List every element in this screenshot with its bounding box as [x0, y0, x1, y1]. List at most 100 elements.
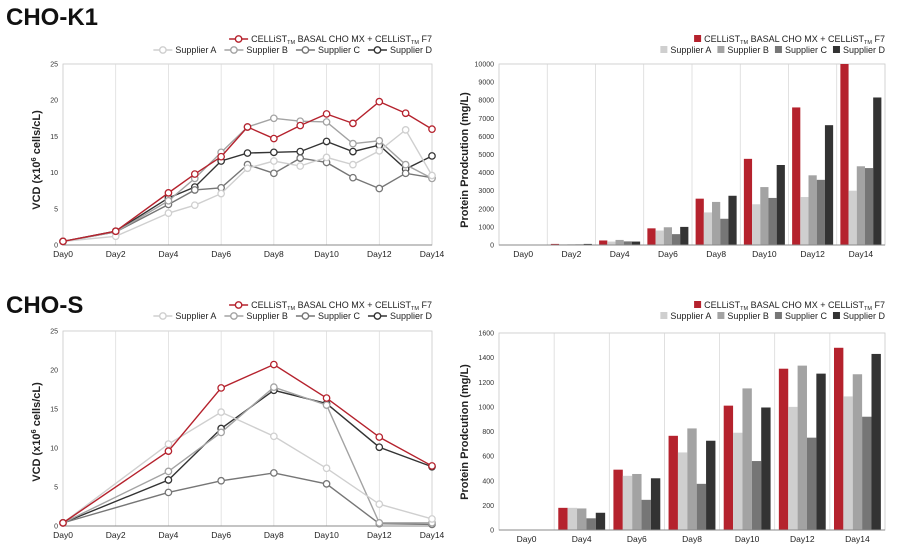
legend-label-part: CELLiST: [704, 300, 741, 310]
y-tick-label: 1000: [478, 404, 494, 411]
data-point-cellist: [111, 227, 120, 236]
y-tick-label: 2000: [478, 206, 494, 213]
data-point-supplier-a: [375, 500, 384, 509]
x-tick-label: Day14: [420, 249, 445, 259]
y-tick-label: 3000: [478, 188, 494, 195]
y-tick-label: 0: [54, 524, 58, 531]
legend-label-supplier-b: Supplier B: [246, 311, 288, 321]
data-point-supplier-a: [401, 126, 410, 134]
data-point-cellist: [217, 384, 225, 392]
bar-cellist: [558, 507, 568, 530]
legend-label-cellist: CELLiSTTM BASAL CHO MX + CELLiSTTM F7: [251, 34, 432, 46]
bar-supplier-b: [808, 175, 817, 245]
x-tick-label: Day12: [790, 534, 815, 544]
bar-supplier-a: [843, 396, 853, 530]
x-tick-label: Day0: [513, 249, 533, 259]
data-point-supplier-b: [375, 136, 384, 145]
data-point-supplier-c: [217, 476, 225, 485]
data-point-supplier-c: [322, 480, 331, 488]
legend-marker-supplier-b: [230, 46, 238, 54]
section-title-cho-s: CHO-S: [6, 292, 83, 319]
bar-cellist: [792, 107, 801, 245]
legend-label-part: TM: [411, 306, 419, 312]
y-tick-label: 25: [50, 62, 58, 69]
bar-supplier-d: [761, 407, 771, 530]
x-tick-label: Day14: [845, 534, 870, 544]
data-point-supplier-c: [296, 154, 305, 162]
y-tick-label: 15: [50, 407, 58, 414]
y-tick-label: 10: [50, 170, 58, 177]
bar-supplier-b: [615, 239, 624, 245]
legend-label-part: TM: [740, 40, 748, 46]
bar-supplier-b: [856, 166, 865, 245]
data-point-supplier-a: [322, 464, 331, 473]
data-point-supplier-d: [296, 147, 305, 156]
legend-marker-supplier-a: [158, 46, 167, 54]
x-tick-label: Day0: [517, 534, 537, 544]
y-axis-label: Protein Prodcution (mg/L): [459, 92, 471, 228]
y-tick-label: 10: [50, 446, 58, 453]
data-point-supplier-a: [164, 209, 173, 217]
data-point-supplier-a: [428, 171, 436, 180]
legend-label-supplier-c: Supplier C: [785, 311, 828, 321]
legend-marker-supplier-c: [301, 312, 310, 320]
legend-label-supplier-a: Supplier A: [175, 311, 216, 321]
data-point-supplier-b: [349, 139, 357, 148]
bar-supplier-d: [595, 512, 606, 530]
chart-cho-s-protein: 0 200 400 600 800 1000 1200 1400 1600 Day0 Day4 Day…: [459, 300, 885, 544]
bar-cellist: [647, 228, 656, 245]
data-point-supplier-a: [296, 162, 305, 170]
data-point-supplier-d: [270, 148, 278, 157]
x-tick-label: Day8: [264, 249, 284, 259]
bar-supplier-c: [720, 218, 729, 245]
legend-label-supplier-c: Supplier C: [318, 311, 361, 321]
bar-supplier-c: [671, 234, 681, 245]
legend-swatch-cellist: [694, 301, 702, 308]
data-point-supplier-c: [401, 169, 410, 178]
x-tick-label: Day10: [314, 249, 339, 259]
bar-supplier-a: [800, 197, 809, 245]
x-tick-label: Day12: [800, 249, 825, 259]
x-tick-label: Day2: [106, 249, 126, 259]
bar-supplier-a: [567, 507, 578, 530]
legend-label-part: TM: [411, 40, 419, 46]
data-point-cellist: [322, 394, 331, 402]
chart-cho-k1-protein: 0 1000 2000 3000 4000 5000 6000 7000 8000 9000 100…: [459, 34, 885, 259]
legend-label-supplier-b: Supplier B: [727, 45, 769, 55]
bar-supplier-d: [706, 440, 716, 530]
x-tick-label: Day6: [658, 249, 678, 259]
y-axis-label: VCD (x106 cells/cL): [29, 382, 43, 482]
legend-label-part: F7: [419, 34, 432, 44]
data-point-supplier-c: [164, 488, 173, 497]
data-point-supplier-c: [375, 184, 384, 193]
y-axis-label: VCD (x106 cells/cL): [29, 110, 43, 210]
data-point-supplier-a: [375, 147, 384, 155]
data-point-supplier-b: [270, 383, 278, 392]
data-point-supplier-a: [243, 164, 252, 173]
legend-label-part: CELLiST: [251, 300, 288, 310]
y-axis-label-part: VCD (x10: [31, 161, 43, 209]
bar-supplier-a: [848, 190, 857, 245]
y-tick-label: 1000: [478, 224, 494, 231]
data-point-cellist: [270, 360, 278, 369]
legend-marker-supplier-c: [301, 46, 310, 54]
x-tick-label: Day4: [572, 534, 592, 544]
data-point-supplier-d: [243, 149, 252, 157]
y-tick-label: 600: [482, 454, 494, 461]
bar-cellist: [840, 64, 849, 245]
bar-supplier-b: [687, 428, 697, 530]
legend-label-supplier-d: Supplier D: [843, 311, 886, 321]
x-tick-label: Day4: [159, 249, 179, 259]
data-point-supplier-a: [270, 432, 278, 441]
x-tick-label: Day2: [106, 530, 126, 540]
x-tick-label: Day6: [211, 530, 231, 540]
y-tick-label: 0: [490, 528, 494, 535]
legend-swatch-supplier-b: [717, 46, 725, 53]
bar-supplier-d: [631, 241, 641, 245]
bar-supplier-a: [622, 475, 633, 530]
bar-supplier-d: [824, 125, 834, 245]
data-point-cellist: [428, 462, 436, 470]
y-axis-label-sup: 6: [29, 429, 38, 433]
legend-label-supplier-b: Supplier B: [246, 45, 288, 55]
x-tick-label: Day4: [610, 249, 630, 259]
